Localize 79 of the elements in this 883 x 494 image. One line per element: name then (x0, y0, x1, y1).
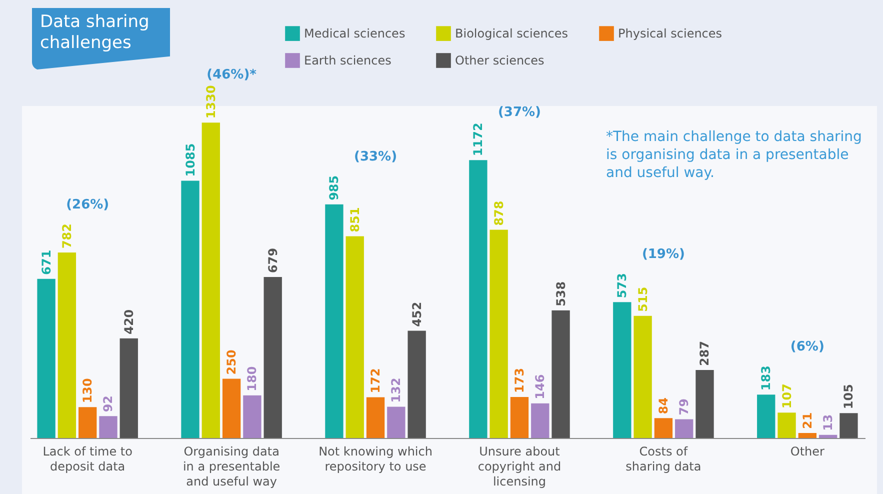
legend-label: Earth sciences (304, 54, 392, 68)
x-tick-label: Organising data in a presentable and useful way (182, 444, 280, 488)
data-label: 130 (80, 378, 95, 404)
bar (387, 406, 406, 438)
bar (346, 236, 364, 438)
data-label: 79 (677, 398, 692, 416)
data-label: 671 (39, 250, 54, 275)
bar (78, 407, 97, 438)
bar (552, 310, 570, 438)
bar (408, 330, 426, 438)
annotation: *The main challenge to data sharing is organising data in a presentable and useful way. (606, 128, 863, 182)
data-label: 287 (698, 340, 712, 366)
bar (99, 416, 118, 438)
bar (531, 403, 550, 438)
data-label: 13 (821, 414, 836, 431)
annotation: (19%) (642, 247, 685, 262)
bar (757, 394, 776, 438)
text: (46%)* (206, 68, 257, 83)
bar (37, 278, 56, 438)
bar (654, 418, 673, 438)
data-label: 1172 (471, 122, 486, 156)
x-tick-label: Other (790, 444, 825, 458)
legend-label: Biological sciences (455, 26, 568, 41)
data-label: 172 (368, 368, 383, 394)
data-label: 573 (615, 273, 630, 298)
data-label: 1330 (204, 85, 218, 119)
bar (469, 160, 488, 438)
data-label: 420 (122, 309, 136, 334)
bar (696, 370, 714, 438)
bar (798, 433, 816, 438)
data-label: 985 (327, 175, 342, 200)
data-label: 452 (410, 302, 424, 327)
bar (58, 252, 76, 438)
legend-label: Other sciences (455, 54, 544, 68)
bar (490, 230, 508, 438)
data-label: 107 (780, 384, 794, 409)
x-tick-label: Lack of time to deposit data (42, 444, 132, 474)
data-label: 679 (266, 248, 280, 273)
bar (120, 338, 138, 438)
bar (325, 204, 344, 438)
bar (264, 276, 282, 438)
legend-label: Medical sciences (304, 26, 406, 41)
data-label: 250 (224, 350, 239, 375)
annotation: (6%) (790, 340, 824, 355)
data-label: 146 (533, 374, 548, 400)
legend-label: Physical sciences (618, 26, 722, 41)
data-label: 538 (554, 281, 568, 306)
bar (634, 316, 652, 438)
bar (613, 302, 632, 438)
bar (181, 180, 200, 438)
data-label: 180 (245, 366, 260, 392)
bar (366, 397, 385, 438)
bar (675, 419, 694, 438)
data-label: 851 (348, 207, 362, 232)
data-label: 84 (656, 397, 670, 414)
data-label: 782 (60, 223, 74, 249)
text: (37%) (498, 105, 541, 120)
data-label: 878 (492, 200, 506, 226)
bar (510, 396, 529, 438)
bar (222, 378, 241, 438)
data-label: 92 (101, 395, 116, 412)
data-label: 132 (389, 378, 404, 403)
data-label: 173 (512, 368, 526, 393)
x-tick-label: Unsure about copyright and licensing (478, 444, 562, 488)
bar (778, 412, 796, 438)
x-tick-label: Costs of sharing data (626, 444, 702, 474)
bar (243, 395, 262, 438)
data-label: 183 (759, 366, 774, 391)
x-tick-label: Not knowing which repository to use (318, 444, 432, 474)
chart-title: Data sharing challenges (32, 8, 170, 70)
annotation: (33%) (354, 149, 398, 164)
data-label: 105 (842, 384, 856, 410)
bar (840, 413, 858, 438)
data-label: 1085 (183, 143, 198, 177)
bar (818, 434, 838, 438)
bar (202, 122, 220, 438)
data-label: 21 (800, 412, 814, 430)
annotation: (26%) (66, 198, 110, 213)
data-label: 515 (636, 286, 650, 312)
